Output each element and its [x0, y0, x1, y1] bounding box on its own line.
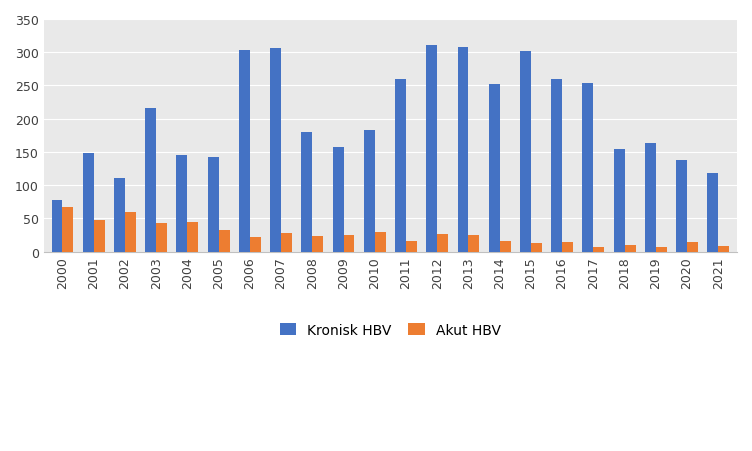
- Bar: [645, 144, 656, 252]
- Bar: [281, 234, 292, 252]
- Bar: [437, 235, 448, 252]
- Bar: [562, 242, 573, 252]
- Bar: [312, 236, 323, 252]
- Bar: [687, 242, 698, 252]
- Bar: [250, 237, 261, 252]
- Bar: [145, 109, 156, 252]
- Bar: [531, 244, 542, 252]
- Bar: [520, 52, 531, 252]
- Bar: [219, 231, 229, 252]
- Bar: [52, 200, 62, 252]
- Bar: [239, 51, 250, 252]
- Bar: [457, 48, 468, 252]
- Bar: [395, 80, 406, 252]
- Legend: Kronisk HBV, Akut HBV: Kronisk HBV, Akut HBV: [274, 318, 507, 343]
- Bar: [489, 85, 499, 252]
- Bar: [208, 157, 219, 252]
- Bar: [156, 224, 167, 252]
- Bar: [125, 213, 136, 252]
- Bar: [656, 247, 667, 252]
- Bar: [593, 247, 605, 252]
- Bar: [582, 83, 593, 252]
- Bar: [676, 161, 687, 252]
- Bar: [344, 235, 354, 252]
- Bar: [406, 241, 417, 252]
- Bar: [302, 133, 312, 252]
- Bar: [499, 241, 511, 252]
- Bar: [718, 247, 729, 252]
- Bar: [177, 155, 187, 252]
- Bar: [468, 235, 479, 252]
- Bar: [374, 232, 386, 252]
- Bar: [426, 46, 437, 252]
- Bar: [83, 154, 94, 252]
- Bar: [551, 80, 562, 252]
- Bar: [332, 148, 344, 252]
- Bar: [114, 179, 125, 252]
- Bar: [62, 207, 74, 252]
- Bar: [614, 149, 625, 252]
- Bar: [187, 222, 199, 252]
- Bar: [270, 49, 281, 252]
- Bar: [625, 245, 635, 252]
- Bar: [94, 220, 105, 252]
- Bar: [708, 174, 718, 252]
- Bar: [364, 131, 374, 252]
